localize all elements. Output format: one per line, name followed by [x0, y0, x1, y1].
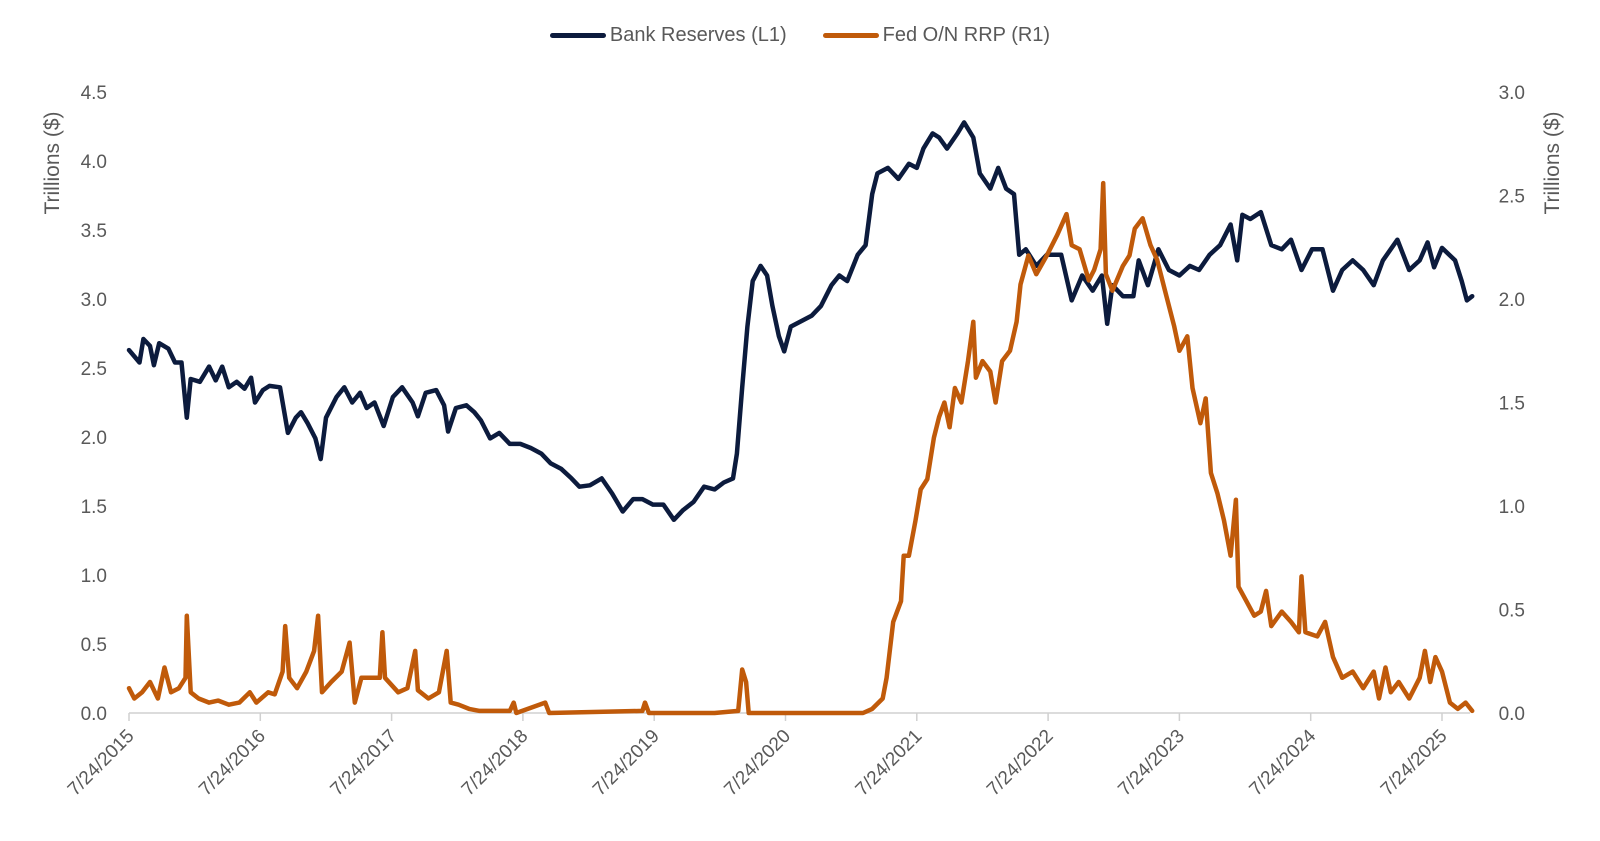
y-axis-left-title: Trillions ($) — [41, 111, 64, 214]
y-right-tick-label: 1.5 — [1499, 394, 1525, 415]
chart-legend: Bank Reserves (L1) Fed O/N RRP (R1) — [0, 24, 1600, 47]
y-left-tick-label: 1.0 — [81, 566, 107, 587]
y-left-tick-label: 0.5 — [81, 635, 107, 656]
series-line-fed-rrp — [126, 180, 1475, 716]
y-left-tick-label: 4.0 — [81, 152, 107, 173]
x-tick-label: 7/24/2022 — [983, 726, 1058, 801]
x-tick-label: 7/24/2023 — [1114, 726, 1189, 801]
legend-item-fed-rrp: Fed O/N RRP (R1) — [822, 24, 1051, 47]
y-axis-right-title: Trillions ($) — [1541, 111, 1564, 214]
legend-item-bank-reserves: Bank Reserves (L1) — [549, 24, 787, 47]
y-right-tick-label: 2.0 — [1499, 290, 1525, 311]
x-tick-label: 7/24/2017 — [327, 726, 402, 801]
y-right-tick-label: 2.5 — [1499, 187, 1525, 208]
x-tick-label: 7/24/2025 — [1377, 726, 1452, 801]
x-tick-label: 7/24/2024 — [1246, 725, 1321, 800]
x-tick-label: 7/24/2015 — [64, 726, 139, 801]
legend-swatch-fed-rrp — [822, 33, 879, 38]
y-left-tick-label: 3.5 — [81, 221, 107, 242]
legend-label-bank-reserves: Bank Reserves (L1) — [609, 24, 787, 46]
x-tick-label: 7/24/2019 — [589, 726, 664, 801]
x-tick-label: 7/24/2018 — [458, 726, 533, 801]
y-right-tick-label: 1.0 — [1499, 497, 1525, 518]
y-left-tick-label: 4.5 — [81, 83, 107, 104]
y-left-tick-label: 2.5 — [81, 359, 107, 380]
y-right-tick-label: 3.0 — [1499, 83, 1525, 104]
legend-swatch-bank-reserves — [549, 33, 606, 38]
y-left-tick-label: 2.0 — [81, 428, 107, 449]
y-left-tick-label: 0.0 — [81, 704, 107, 725]
y-right-tick-label: 0.5 — [1499, 601, 1525, 622]
legend-label-fed-rrp: Fed O/N RRP (R1) — [882, 24, 1051, 46]
y-left-tick-label: 1.5 — [81, 497, 107, 518]
x-tick-label: 7/24/2020 — [720, 726, 795, 801]
y-right-tick-label: 0.0 — [1499, 704, 1525, 725]
x-tick-label: 7/24/2021 — [852, 726, 927, 801]
series-line-bank-reserves — [126, 120, 1475, 523]
y-left-tick-label: 3.0 — [81, 290, 107, 311]
x-tick-label: 7/24/2016 — [195, 726, 270, 801]
